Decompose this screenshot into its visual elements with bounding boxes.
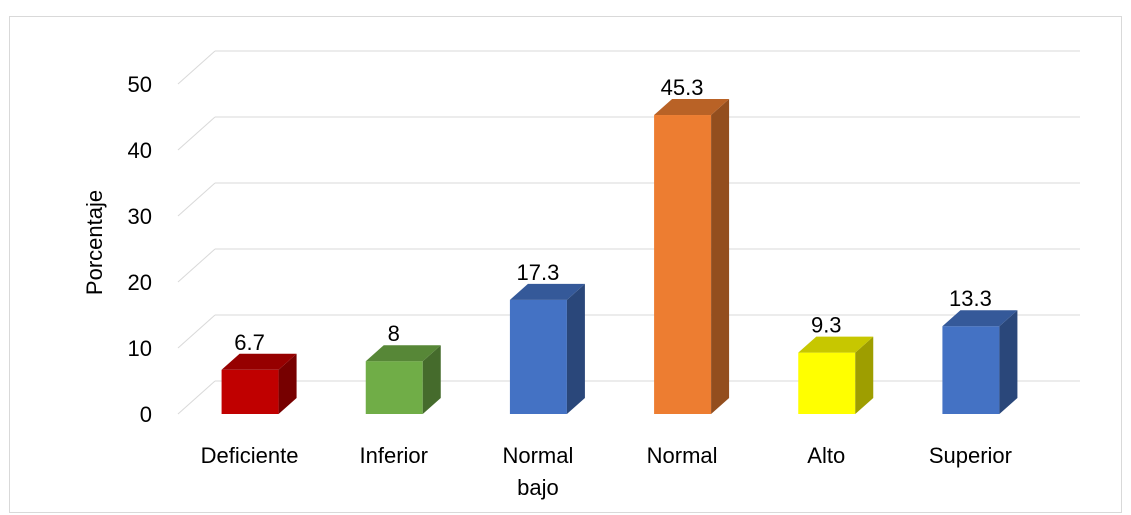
gridline-depth	[177, 50, 216, 85]
y-tick-label: 20	[128, 270, 152, 295]
bar-side	[278, 353, 297, 414]
bar-side	[711, 99, 730, 415]
x-category-label: Alto	[807, 443, 845, 468]
bar-side	[422, 345, 441, 414]
data-label: 8	[388, 321, 400, 346]
x-category-label: Deficiente	[201, 443, 299, 468]
data-label: 13.3	[949, 286, 992, 311]
bar-front	[365, 361, 423, 414]
x-category-label: Normal	[647, 443, 718, 468]
gridline-depth	[177, 116, 216, 151]
bar-front	[798, 352, 856, 414]
x-category-label: Normal	[502, 443, 573, 468]
bar-top	[365, 345, 441, 362]
bar-side	[566, 283, 585, 414]
bar-front	[942, 326, 1000, 414]
gridline-depth	[177, 380, 216, 415]
bar-front	[221, 369, 279, 414]
y-tick-label: 10	[128, 336, 152, 361]
y-tick-label: 50	[128, 72, 152, 97]
bar-front	[654, 115, 712, 415]
data-label: 9.3	[811, 313, 842, 338]
bar-top	[798, 336, 874, 353]
bar-side	[999, 310, 1018, 414]
y-tick-label: 30	[128, 204, 152, 229]
gridline-depth	[177, 314, 216, 349]
data-label: 45.3	[661, 75, 704, 100]
bar-side	[855, 336, 874, 414]
bar-top	[942, 310, 1018, 327]
x-category-label: bajo	[517, 475, 559, 500]
y-tick-label: 40	[128, 138, 152, 163]
data-label: 17.3	[517, 260, 560, 285]
chart-frame	[9, 16, 1122, 513]
data-label: 6.7	[234, 330, 265, 355]
gridline-depth	[177, 248, 216, 283]
y-tick-label: 0	[140, 402, 152, 427]
bar-front	[509, 299, 567, 414]
gridline-depth	[177, 182, 216, 217]
y-axis-label: Porcentaje	[82, 190, 107, 295]
bar-top	[509, 283, 585, 300]
bar-top	[654, 99, 730, 116]
x-category-label: Superior	[929, 443, 1012, 468]
x-category-label: Inferior	[360, 443, 428, 468]
bar-top	[221, 353, 297, 370]
